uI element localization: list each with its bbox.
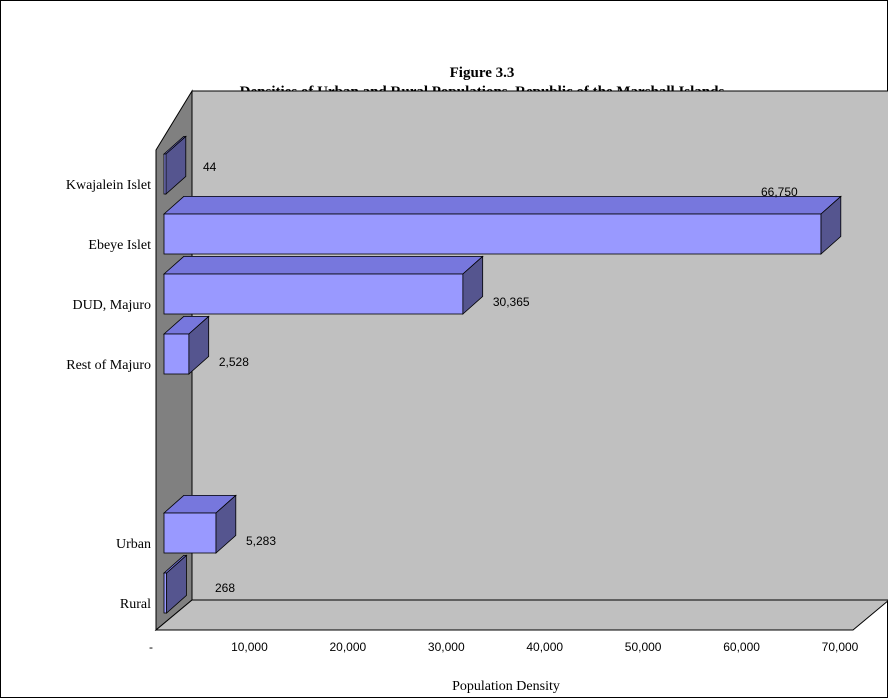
bar-end-0: [165, 135, 187, 195]
bar-end-2: [462, 255, 484, 315]
x-tick-label-7: 70,000: [822, 640, 859, 654]
x-tick-label-6: 60,000: [723, 640, 760, 654]
bar-end-6: [166, 554, 187, 614]
category-label-3: Rest of Majuro: [66, 358, 151, 373]
bar-end-1: [820, 195, 842, 255]
x-axis-title: Population Density: [452, 679, 560, 694]
category-label-1: Ebeye Islet: [88, 238, 151, 253]
x-tick-label-4: 40,000: [526, 640, 563, 654]
data-label-0: 44: [203, 160, 217, 174]
x-tick-label-5: 50,000: [625, 640, 662, 654]
back-wall: [191, 90, 888, 601]
bar-top-1: [162, 195, 842, 215]
category-label-6: Rural: [120, 597, 151, 612]
chart-title: Figure 3.3: [450, 65, 515, 81]
bar-5: [163, 512, 217, 554]
category-label-0: Kwajalein Islet: [66, 178, 151, 193]
bar-3: [163, 333, 190, 375]
x-tick-label-0: -: [149, 640, 153, 654]
bar-end-3: [188, 315, 210, 375]
data-label-2: 30,365: [493, 295, 530, 309]
x-tick-label-3: 30,000: [428, 640, 465, 654]
bar-end-5: [215, 494, 237, 554]
x-tick-label-1: 10,000: [231, 640, 268, 654]
bar-top-2: [162, 255, 484, 275]
category-label-5: Urban: [116, 537, 151, 552]
floor: [154, 599, 888, 631]
category-label-2: DUD, Majuro: [72, 298, 151, 313]
data-label-3: 2,528: [219, 355, 249, 369]
data-label-1: 66,750: [761, 185, 798, 199]
data-label-5: 5,283: [246, 534, 276, 548]
x-tick-label-2: 20,000: [330, 640, 367, 654]
bar-1: [163, 213, 822, 255]
bar-2: [163, 273, 464, 315]
data-label-6: 268: [215, 581, 235, 595]
